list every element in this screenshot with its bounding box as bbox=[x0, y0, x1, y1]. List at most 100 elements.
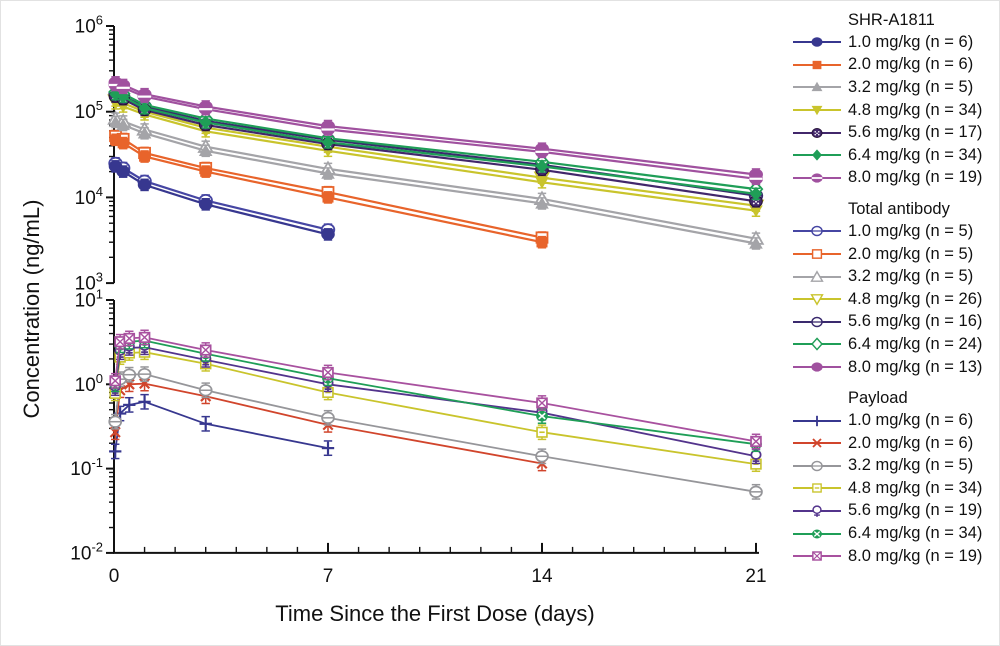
legend-marker-triangle-up-open bbox=[793, 269, 841, 282]
legend-item-label: 6.4 mg/kg (n = 34) bbox=[848, 145, 983, 164]
legend-marker-diamond-open bbox=[793, 337, 841, 352]
legend-item: 4.8 mg/kg (n = 34) bbox=[792, 477, 998, 500]
marker-ellipse-stripe bbox=[116, 82, 131, 94]
marker-circle-bar-open bbox=[811, 316, 823, 328]
legend-item: 8.0 mg/kg (n = 19) bbox=[792, 545, 998, 568]
marker-triangle-down bbox=[811, 105, 823, 116]
legend-marker-triangle-down-open bbox=[793, 294, 841, 306]
legend-item-label: 8.0 mg/kg (n = 13) bbox=[848, 357, 983, 376]
legend-marker-x-cross bbox=[793, 438, 841, 448]
marker-plus bbox=[321, 441, 335, 455]
marker-triangle-up bbox=[137, 126, 152, 139]
marker-plus bbox=[199, 417, 212, 430]
marker-ellipse-stripe bbox=[198, 103, 213, 115]
legend-item-label: 5.6 mg/kg (n = 16) bbox=[848, 312, 983, 331]
x-axis-title: Time Since the First Dose (days) bbox=[275, 601, 595, 626]
legend-marker-ellipse-stripe bbox=[793, 173, 841, 183]
marker-ellipse-stripe bbox=[748, 172, 763, 185]
x-tick-label: 0 bbox=[109, 566, 120, 587]
marker-diamond bbox=[535, 159, 549, 174]
marker-triangle-up bbox=[535, 196, 549, 209]
legend-item-label: 2.0 mg/kg (n = 6) bbox=[848, 433, 974, 452]
marker-square-x-open bbox=[750, 435, 762, 448]
x-tick-label: 7 bbox=[323, 566, 334, 587]
legend-marker-circle-bar-open bbox=[793, 316, 841, 328]
lower-panel-y-axis: 101 100 10-1 10-2 bbox=[70, 287, 115, 564]
marker-triangle-up bbox=[321, 166, 335, 179]
marker-circle-bar-open bbox=[749, 485, 763, 499]
legend-item-label: 2.0 mg/kg (n = 5) bbox=[848, 244, 974, 263]
marker-circle-bar-open bbox=[122, 368, 137, 381]
x-tick-label: 14 bbox=[531, 566, 553, 587]
marker-plus bbox=[109, 445, 122, 458]
marker-square-x-open bbox=[123, 332, 136, 345]
legend-item: 5.6 mg/kg (n = 19) bbox=[792, 500, 998, 523]
marker-square-x-open bbox=[322, 366, 334, 379]
marker-diamond bbox=[749, 186, 763, 201]
y-tick-label: 104 bbox=[75, 184, 103, 209]
marker-triangle-up-open bbox=[810, 269, 824, 282]
legend-item-label: 4.8 mg/kg (n = 34) bbox=[848, 100, 983, 119]
legend-marker-square-x-open bbox=[793, 551, 841, 561]
legend-item-label: 1.0 mg/kg (n = 6) bbox=[848, 32, 974, 51]
marker-diamond bbox=[138, 101, 151, 116]
marker-triangle-down-open bbox=[810, 294, 824, 306]
marker-square bbox=[110, 134, 122, 146]
marker-diamond bbox=[321, 135, 335, 150]
marker-circle-bar-open bbox=[811, 226, 823, 237]
marker-circle-x-filled bbox=[812, 529, 822, 539]
marker-square bbox=[812, 60, 822, 70]
y-tick-label: 106 bbox=[75, 13, 103, 38]
legend-item-label: 4.8 mg/kg (n = 26) bbox=[848, 289, 983, 308]
series-group-shr-a1811 bbox=[108, 78, 763, 250]
marker-circle-dots bbox=[811, 127, 823, 138]
legend-marker-square-open bbox=[793, 249, 841, 259]
legend-item-label: 8.0 mg/kg (n = 19) bbox=[848, 168, 983, 187]
marker-circle bbox=[116, 165, 130, 178]
legend-marker-circle-plus bbox=[793, 505, 841, 517]
marker-circle-plus bbox=[812, 505, 822, 517]
marker-triangle-up bbox=[198, 144, 213, 156]
legend-item: 4.8 mg/kg (n = 34) bbox=[792, 99, 998, 122]
marker-square-dash-open bbox=[812, 483, 822, 494]
marker-circle bbox=[137, 178, 152, 191]
marker-circle-bar-open bbox=[108, 415, 123, 428]
legend-item-label: 5.6 mg/kg (n = 19) bbox=[848, 501, 983, 520]
marker-triangle-down bbox=[749, 205, 763, 218]
legend-marker-circle-bar-open bbox=[793, 460, 841, 471]
marker-triangle-up bbox=[749, 236, 763, 249]
marker-ellipse-stripe bbox=[811, 173, 823, 183]
marker-ellipse-stripe bbox=[534, 146, 549, 158]
legend-item-label: 4.8 mg/kg (n = 34) bbox=[848, 478, 983, 497]
legend-marker-ellipse-filled bbox=[793, 362, 841, 372]
legend-item-label: 3.2 mg/kg (n = 5) bbox=[848, 456, 974, 475]
legend-item: 8.0 mg/kg (n = 19) bbox=[792, 167, 998, 190]
marker-square bbox=[536, 237, 548, 248]
legend-item: 8.0 mg/kg (n = 13) bbox=[792, 356, 998, 379]
y-tick-label: 101 bbox=[75, 287, 103, 312]
y-tick-label: 100 bbox=[75, 371, 103, 396]
x-tick-label: 21 bbox=[745, 566, 766, 587]
marker-square bbox=[322, 192, 334, 203]
legend-item-label: 6.4 mg/kg (n = 34) bbox=[848, 524, 983, 543]
marker-circle-bar-open bbox=[811, 460, 823, 471]
marker-triangle-up bbox=[811, 82, 823, 92]
legend-item-label: 3.2 mg/kg (n = 5) bbox=[848, 77, 974, 96]
legend-marker-circle bbox=[793, 37, 841, 48]
legend-group-title: Payload bbox=[848, 389, 908, 408]
marker-ellipse-stripe bbox=[137, 90, 152, 103]
marker-ellipse-stripe bbox=[320, 123, 335, 136]
marker-square-x-open bbox=[138, 331, 151, 344]
legend-item: 6.4 mg/kg (n = 34) bbox=[792, 522, 998, 545]
legend-marker-triangle-down bbox=[793, 105, 841, 116]
marker-plus bbox=[123, 398, 136, 412]
legend-marker-plus bbox=[793, 415, 841, 426]
marker-square bbox=[139, 151, 151, 162]
y-tick-label: 105 bbox=[75, 98, 103, 123]
legend: SHR-A1811 1.0 mg/kg (n = 6) 2.0 mg/kg (n =… bbox=[792, 9, 998, 567]
legend-item: 3.2 mg/kg (n = 5) bbox=[792, 265, 998, 288]
marker-circle-bar-open bbox=[198, 384, 213, 397]
